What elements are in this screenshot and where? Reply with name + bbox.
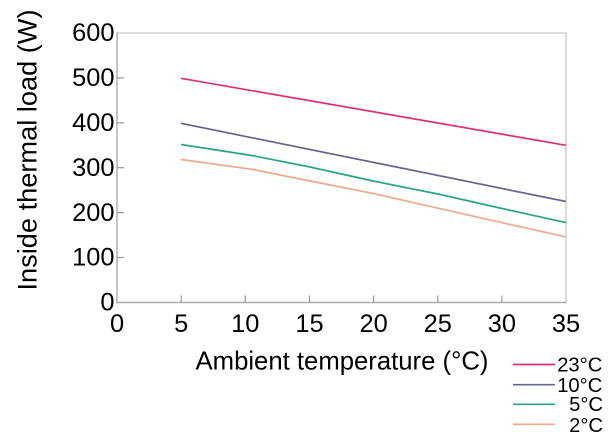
svg-text:23°C: 23°C bbox=[557, 355, 602, 377]
svg-text:Ambient temperature (°C): Ambient temperature (°C) bbox=[196, 348, 489, 376]
svg-text:5°C: 5°C bbox=[569, 394, 603, 416]
svg-text:600: 600 bbox=[72, 19, 114, 47]
svg-text:500: 500 bbox=[72, 64, 114, 92]
svg-text:20: 20 bbox=[359, 310, 387, 338]
svg-text:15: 15 bbox=[295, 310, 323, 338]
svg-text:200: 200 bbox=[72, 199, 114, 227]
svg-text:Inside thermal load (W): Inside thermal load (W) bbox=[12, 9, 43, 290]
svg-text:25: 25 bbox=[424, 310, 452, 338]
svg-text:35: 35 bbox=[552, 310, 580, 338]
svg-text:10°C: 10°C bbox=[557, 375, 602, 397]
svg-text:5: 5 bbox=[174, 310, 188, 338]
svg-text:30: 30 bbox=[488, 310, 516, 338]
svg-text:0: 0 bbox=[110, 310, 124, 338]
svg-text:0: 0 bbox=[100, 289, 114, 317]
svg-text:100: 100 bbox=[72, 244, 114, 272]
svg-text:2°C: 2°C bbox=[569, 415, 603, 437]
svg-text:300: 300 bbox=[72, 154, 114, 182]
svg-text:400: 400 bbox=[72, 109, 114, 137]
svg-text:10: 10 bbox=[231, 310, 259, 338]
